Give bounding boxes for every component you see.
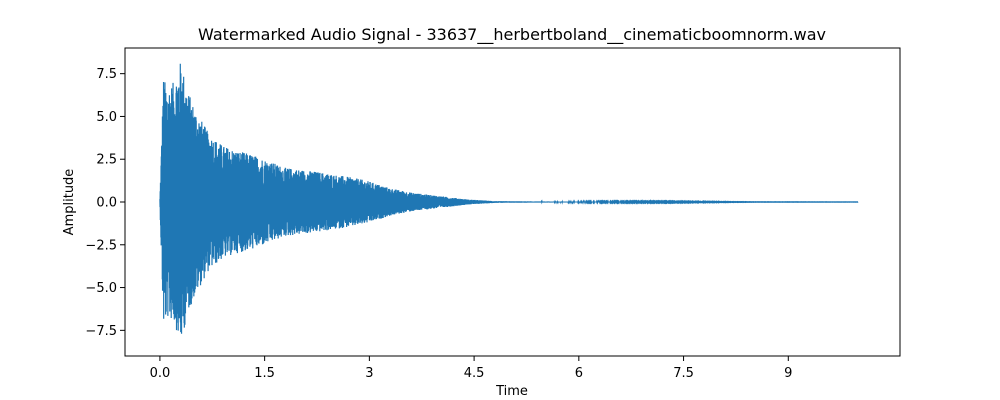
y-tick-label: 5.0 [96,110,117,125]
x-tick-label: 3 [365,366,373,381]
x-tick-label: 0.0 [150,366,171,381]
y-tick-label: 7.5 [96,67,117,82]
y-axis: −7.5 −5.0 −2.5 0.0 2.5 5.0 7.5 [85,67,125,339]
x-axis: 0.0 1.5 3 4.5 6 7.5 9 [150,356,792,381]
y-tick-label: 2.5 [96,153,117,168]
x-tick-label: 4.5 [464,366,485,381]
x-tick-label: 9 [784,366,792,381]
x-tick-label: 1.5 [254,366,275,381]
y-axis-label: Amplitude [62,169,77,236]
plot-area [159,63,859,334]
x-tick-label: 6 [575,366,583,381]
y-tick-label: 0.0 [96,196,117,211]
x-axis-label: Time [495,384,528,399]
y-tick-label: −2.5 [85,238,117,253]
plot-frame [124,47,901,357]
y-tick-label: −5.0 [85,281,117,296]
series-line-0 [159,63,859,334]
y-tick-label: −7.5 [85,324,117,339]
x-tick-label: 7.5 [673,366,694,381]
chart-title: Watermarked Audio Signal - 33637__herber… [198,25,826,45]
